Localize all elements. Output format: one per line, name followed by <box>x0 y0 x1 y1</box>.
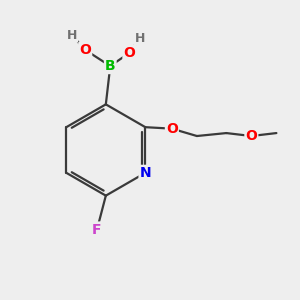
Text: O: O <box>166 122 178 136</box>
Text: H: H <box>134 32 145 45</box>
Text: O: O <box>245 129 257 143</box>
Text: O: O <box>124 46 135 60</box>
Text: N: N <box>140 166 151 180</box>
Text: H: H <box>67 29 77 42</box>
Text: O: O <box>79 43 91 57</box>
Text: B: B <box>105 59 116 73</box>
Text: F: F <box>92 223 102 236</box>
